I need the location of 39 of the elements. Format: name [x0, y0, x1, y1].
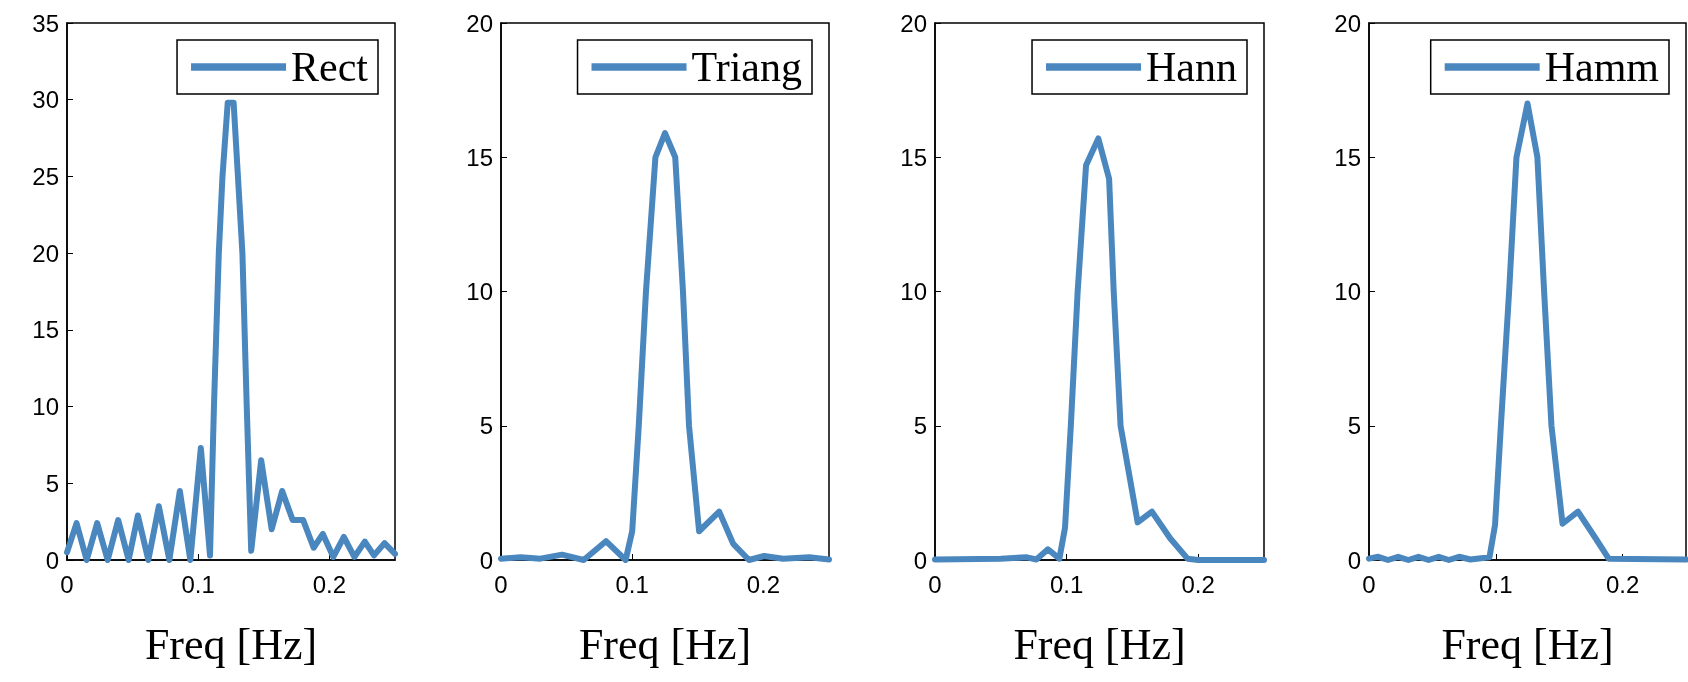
y-tick-label: 10	[466, 278, 493, 305]
y-tick-label: 30	[32, 86, 59, 114]
y-tick-label: 5	[479, 412, 493, 440]
x-axis-title: Freq [Hz]	[578, 619, 752, 669]
x-tick-label: 0.1	[615, 570, 649, 598]
y-tick-label: 5	[913, 412, 927, 440]
x-tick-label: 0.1	[181, 570, 215, 598]
y-tick-label: 35	[32, 9, 59, 37]
x-tick-label: 0.1	[1049, 570, 1084, 598]
y-tick-label: 15	[466, 143, 493, 171]
y-tick-label: 5	[45, 469, 59, 497]
y-tick-label: 20	[1334, 9, 1361, 37]
legend-label: Rect	[291, 44, 369, 90]
legend-label: Triang	[691, 44, 803, 90]
y-tick-label: 5	[1347, 412, 1361, 440]
y-tick-label: 0	[1347, 546, 1361, 574]
x-axis-title: Freq [Hz]	[144, 619, 318, 669]
y-tick-label: 0	[913, 546, 927, 574]
y-tick-label: 10	[1334, 278, 1361, 305]
y-tick-label: 0	[45, 546, 59, 574]
legend-label: Hamm	[1544, 44, 1660, 90]
x-tick-label: 0.2	[1181, 570, 1215, 598]
y-tick-label: 25	[32, 162, 59, 190]
x-tick-label: 0.1	[1479, 570, 1513, 598]
x-tick-label: 0.2	[746, 570, 781, 598]
x-tick-label: 0.2	[1605, 570, 1640, 598]
y-tick-label: 10	[32, 393, 59, 421]
y-tick-label: 20	[32, 239, 59, 267]
y-tick-label: 15	[900, 143, 927, 171]
y-tick-label: 0	[479, 546, 493, 574]
legend-label: Hann	[1146, 44, 1238, 90]
y-tick-label: 10	[900, 278, 927, 305]
x-tick-label: 0.2	[312, 570, 347, 598]
x-axis-title: Freq [Hz]	[1441, 619, 1614, 669]
x-axis-title: Freq [Hz]	[1013, 619, 1186, 669]
y-tick-label: 20	[900, 9, 927, 37]
y-tick-label: 15	[1334, 143, 1361, 171]
y-tick-label: 20	[466, 9, 493, 37]
y-tick-label: 15	[32, 316, 59, 344]
